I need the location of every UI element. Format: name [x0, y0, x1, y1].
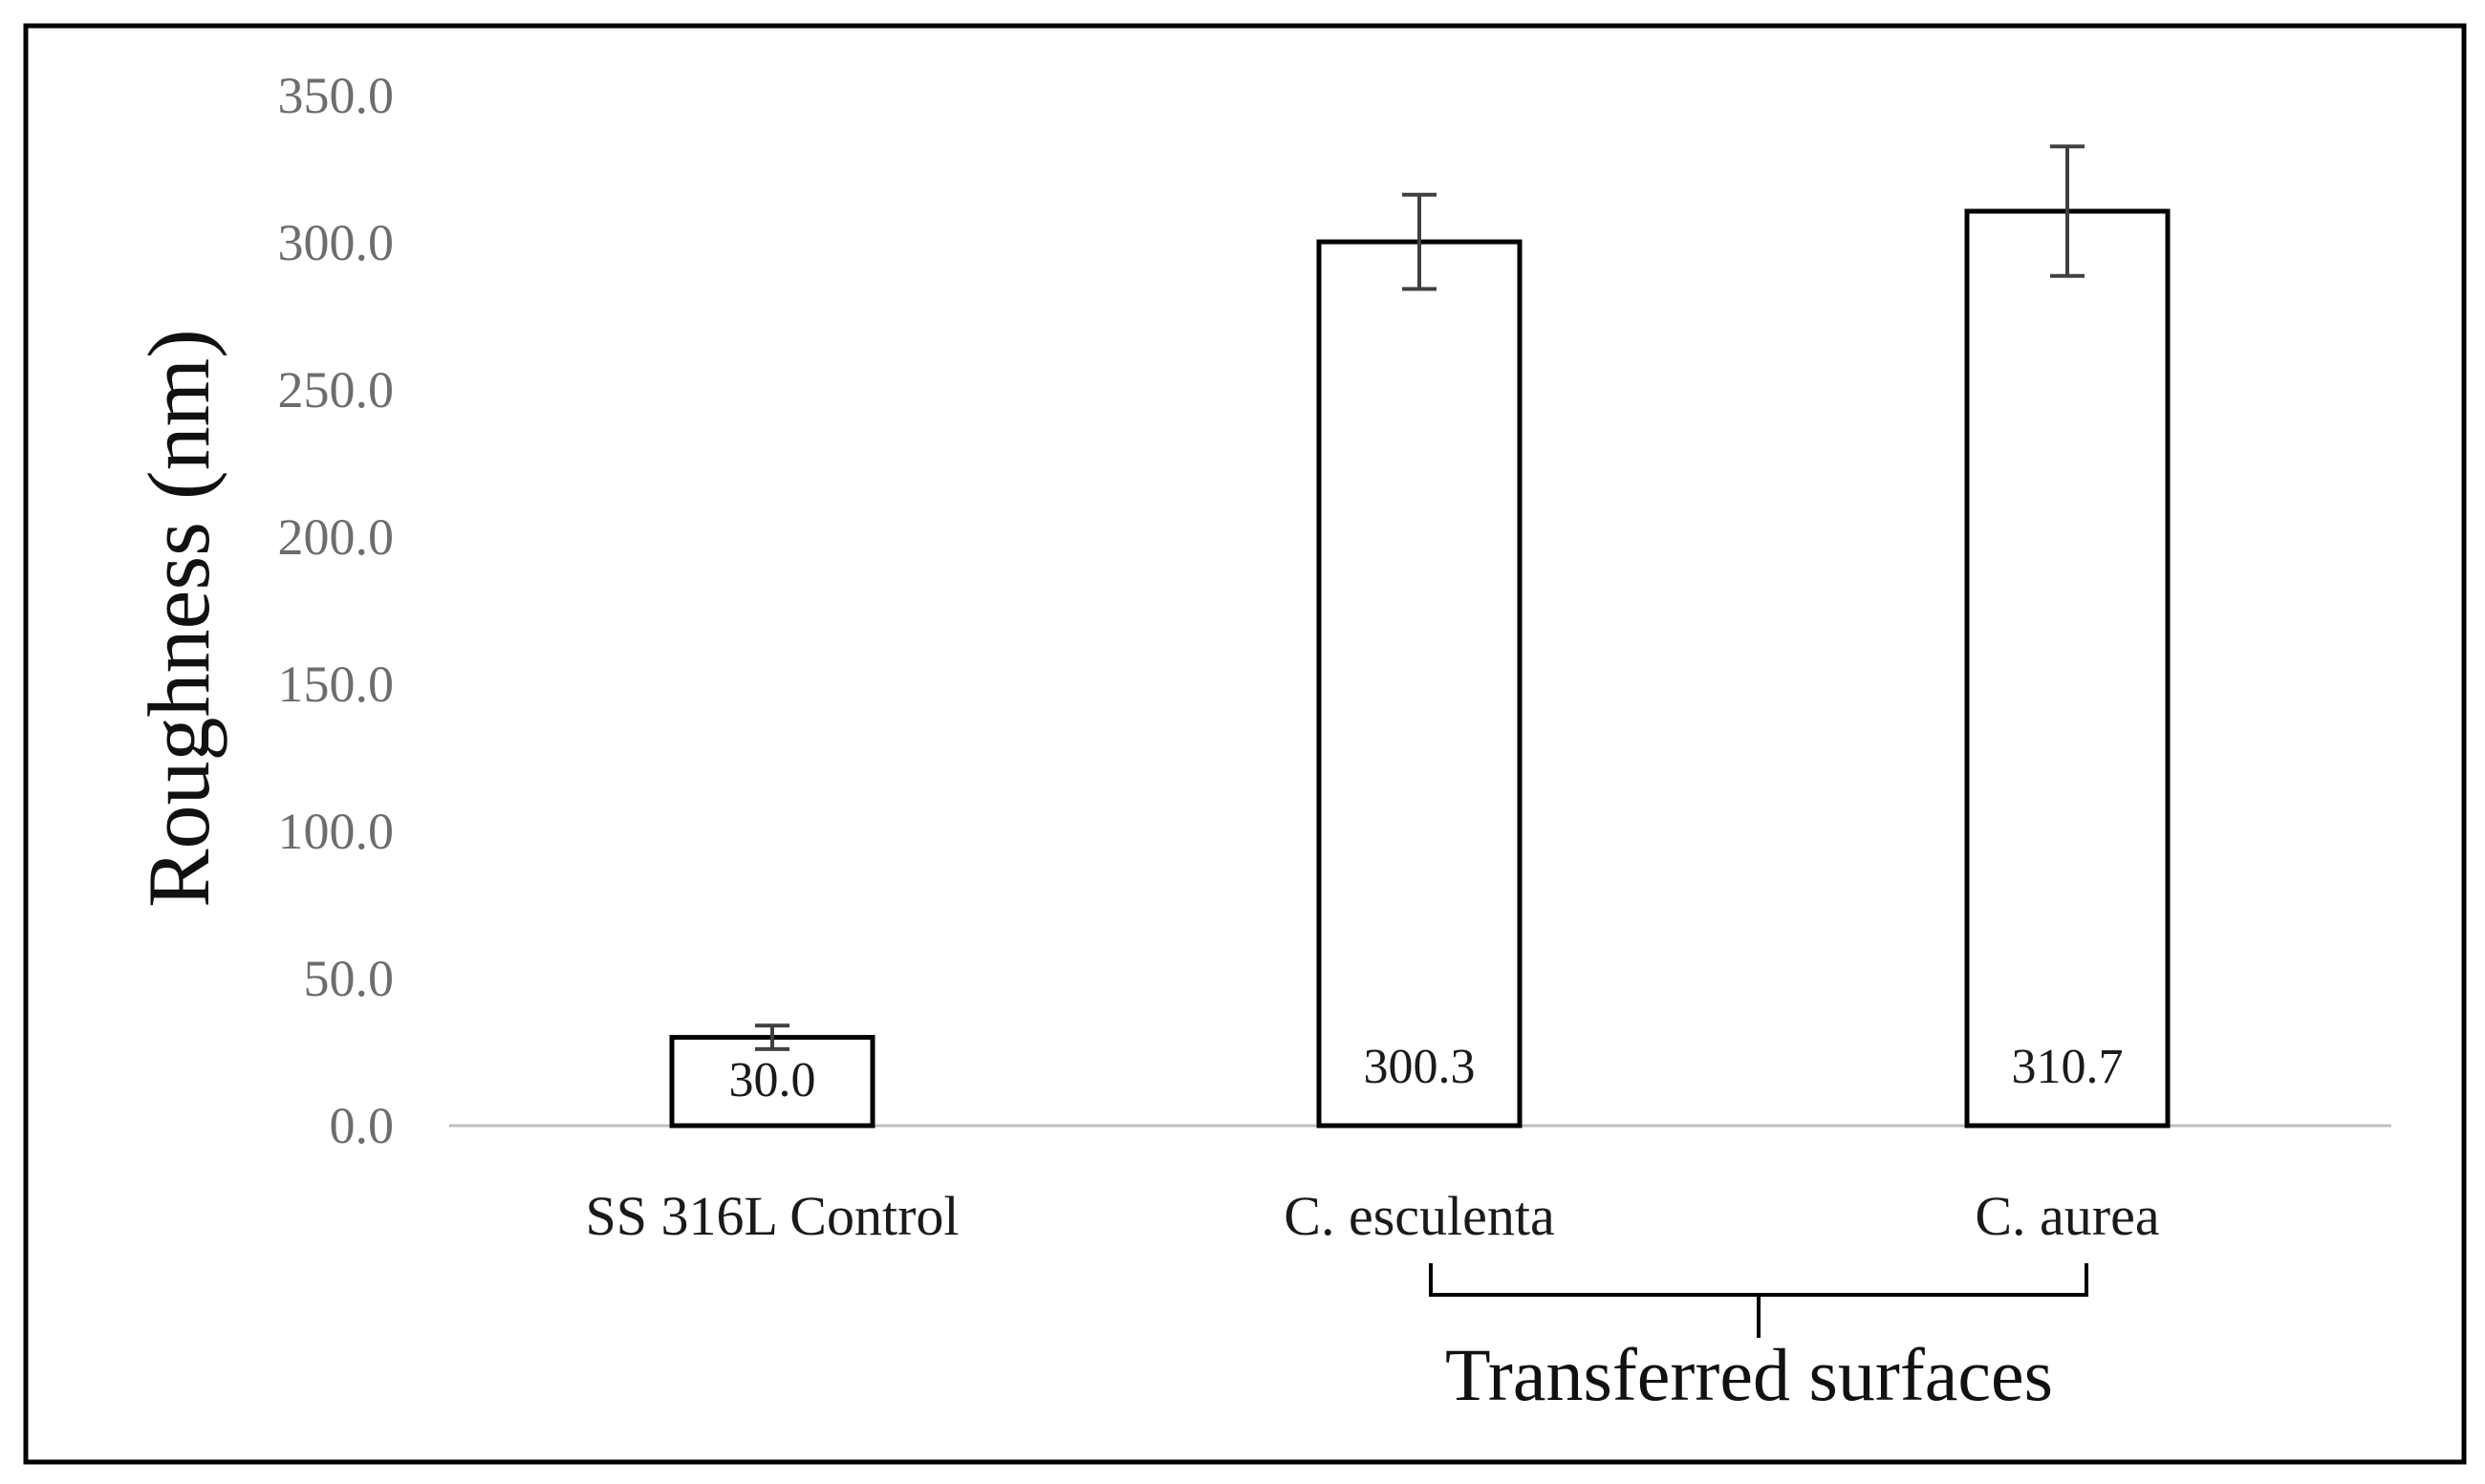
- y-axis-ticks: 0.0 50.0 100.0 150.0 200.0 250.0 300.0 350.0: [278, 67, 395, 1154]
- y-tick-label: 250.0: [278, 361, 395, 419]
- y-tick-label: 300.0: [278, 214, 395, 271]
- y-axis-title: Roughness (nm): [130, 329, 227, 908]
- y-tick-label: 200.0: [278, 508, 395, 566]
- error-bars-group: [755, 144, 2085, 1051]
- category-label: SS 316L Control: [585, 1185, 959, 1247]
- bars-group: [669, 208, 2171, 1129]
- error-bar: [2050, 144, 2085, 278]
- y-tick-label: 0.0: [330, 1097, 395, 1154]
- category-label: C. aurea: [1975, 1185, 2159, 1247]
- y-tick-label: 100.0: [278, 803, 395, 860]
- error-bar: [1402, 192, 1437, 291]
- y-tick-label: 50.0: [304, 950, 395, 1007]
- category-label: C. esculenta: [1284, 1185, 1554, 1247]
- bar: [1964, 208, 2171, 1129]
- bar: [669, 1035, 875, 1129]
- group-bracket: [1429, 1263, 2088, 1338]
- y-tick-label: 350.0: [278, 67, 395, 124]
- data-label: 310.7: [2012, 1040, 2124, 1094]
- group-label: Transferred surfaces: [1445, 1333, 2053, 1416]
- y-tick-label: 150.0: [278, 656, 395, 713]
- bar: [1316, 239, 1523, 1129]
- data-labels-group: 30.0 300.3 310.7: [729, 1040, 2124, 1108]
- data-label: 300.3: [1364, 1040, 1476, 1094]
- category-labels-group: SS 316L Control C. esculenta C. aurea: [585, 1185, 2159, 1247]
- error-bar: [755, 1023, 789, 1051]
- data-label: 30.0: [729, 1053, 816, 1108]
